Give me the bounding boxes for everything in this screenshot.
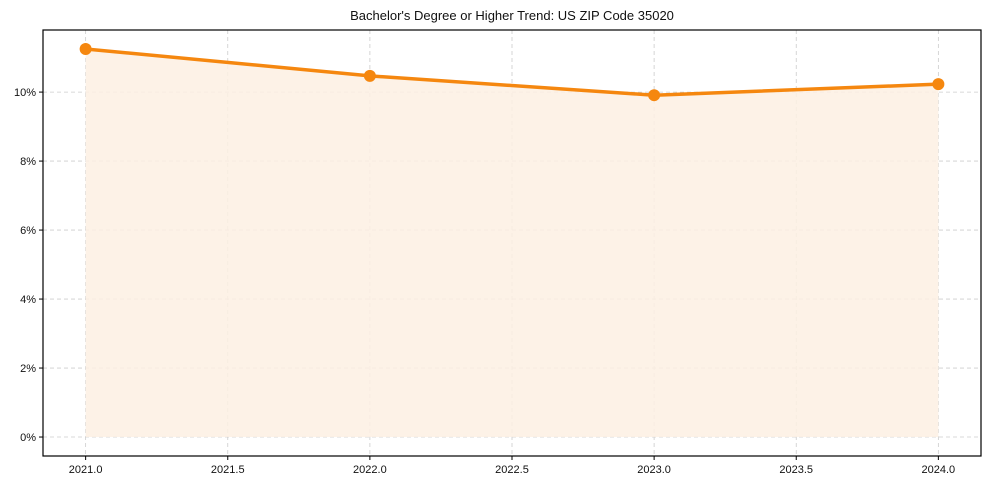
y-tick-label: 8% — [20, 156, 36, 168]
x-tick-label: 2024.0 — [922, 464, 956, 476]
data-line — [85, 47, 939, 97]
data-point — [932, 78, 945, 91]
x-tick-label: 2023.5 — [779, 464, 813, 476]
area-fill — [85, 48, 939, 438]
x-axis: 2021.0 2021.5 2022.0 2022.5 2023.0 2023.5 2024… — [69, 456, 955, 476]
y-tick-label: 0% — [20, 432, 36, 444]
y-tick-label: 6% — [20, 225, 36, 237]
x-tick-label: 2023.0 — [637, 464, 671, 476]
data-point — [363, 69, 376, 82]
x-tick-label: 2022.0 — [353, 464, 387, 476]
data-points — [79, 42, 945, 102]
data-point — [79, 42, 92, 55]
y-axis: 0% 2% 4% 6% 8% 10% — [14, 87, 43, 444]
chart-title: Bachelor's Degree or Higher Trend: US ZI… — [350, 8, 674, 23]
x-tick-label: 2022.5 — [495, 464, 529, 476]
data-point — [648, 89, 661, 102]
x-tick-label: 2021.5 — [211, 464, 245, 476]
y-tick-label: 4% — [20, 294, 36, 306]
x-tick-label: 2021.0 — [69, 464, 103, 476]
y-tick-label: 2% — [20, 363, 36, 375]
y-tick-label: 10% — [14, 87, 36, 99]
